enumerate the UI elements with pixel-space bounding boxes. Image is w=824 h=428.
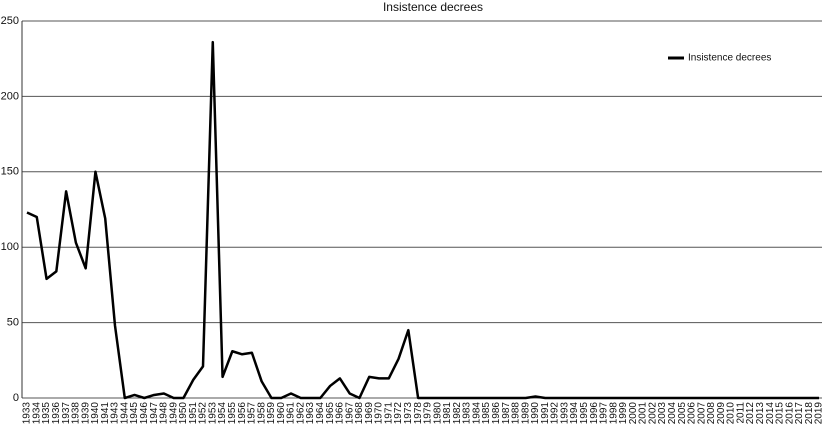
x-tick-label: 1998 xyxy=(608,402,619,425)
x-tick-label: 1934 xyxy=(31,402,42,425)
chart-title: Insistence decrees xyxy=(383,0,483,14)
x-tick-label: 1997 xyxy=(599,402,610,425)
x-tick-label: 1995 xyxy=(579,402,590,425)
x-tick-label: 2010 xyxy=(726,402,737,425)
x-tick-label: 1971 xyxy=(383,402,394,425)
legend-label: Insistence decrees xyxy=(688,53,771,64)
x-tick-label: 1978 xyxy=(413,402,424,425)
x-tick-label: 1990 xyxy=(530,402,541,425)
x-tick-label: 2002 xyxy=(647,402,658,425)
x-tick-label: 1987 xyxy=(501,402,512,425)
x-tick-label: 1973 xyxy=(403,402,414,425)
x-tick-label: 2014 xyxy=(765,402,776,425)
line-series xyxy=(26,40,819,400)
y-tick-label: 200 xyxy=(1,90,19,102)
x-tick-label: 1981 xyxy=(442,402,453,425)
x-tick-label: 1982 xyxy=(452,402,463,425)
x-tick-label: 1946 xyxy=(139,402,150,425)
x-tick-label: 1958 xyxy=(256,402,267,425)
x-tick-label: 1972 xyxy=(393,402,404,425)
x-tick-label: 2013 xyxy=(755,402,766,425)
y-tick-label: 250 xyxy=(1,15,19,27)
x-tick-label: 1963 xyxy=(305,402,316,425)
x-tick-label: 1949 xyxy=(168,402,179,425)
x-tick-label: 1991 xyxy=(540,402,551,425)
x-tick-label: 2016 xyxy=(784,402,795,425)
x-tick-label: 1989 xyxy=(520,402,531,425)
x-tick-label: 2011 xyxy=(735,402,746,424)
y-tick-label: 100 xyxy=(1,241,19,253)
x-tick-label: 1939 xyxy=(80,402,91,425)
x-tick-label: 2019 xyxy=(814,402,824,425)
x-tick-label: 1940 xyxy=(90,402,101,425)
x-tick-label: 1938 xyxy=(71,402,82,425)
x-tick-label: 1950 xyxy=(178,402,189,425)
x-tick-label: 1999 xyxy=(618,402,629,425)
x-tick-label: 1960 xyxy=(276,402,287,425)
x-tick-label: 1986 xyxy=(491,402,502,425)
x-tick-label: 2000 xyxy=(628,402,639,425)
x-tick-label: 1961 xyxy=(286,402,297,425)
x-tick-label: 1954 xyxy=(217,402,228,425)
x-tick-label: 1935 xyxy=(41,402,52,425)
x-tick-label: 1943 xyxy=(110,402,121,425)
x-tick-label: 2008 xyxy=(706,402,717,425)
x-tick-label: 2005 xyxy=(677,402,688,425)
x-tick-label: 1936 xyxy=(51,402,62,425)
x-tick-label: 1968 xyxy=(354,402,365,425)
x-tick-label: 2003 xyxy=(657,402,668,425)
x-tick-label: 2007 xyxy=(696,402,707,425)
x-tick-label: 1992 xyxy=(550,402,561,425)
x-tick-label: 2001 xyxy=(638,402,649,425)
x-tick-label: 1994 xyxy=(569,402,580,425)
x-tick-label: 1944 xyxy=(119,402,130,425)
x-tick-label: 1959 xyxy=(266,402,277,425)
x-tick-label: 1955 xyxy=(227,402,238,425)
x-tick-label: 2015 xyxy=(775,402,786,425)
x-tick-label: 1962 xyxy=(295,402,306,425)
x-tick-label: 1937 xyxy=(61,402,72,425)
x-tick-label: 2006 xyxy=(687,402,698,425)
x-tick-label: 1967 xyxy=(344,402,355,425)
x-tick-label: 1988 xyxy=(511,402,522,425)
x-tick-label: 1983 xyxy=(462,402,473,425)
x-tick-label: 1979 xyxy=(423,402,434,425)
x-tick-label: 1965 xyxy=(325,402,336,425)
x-tick-label: 1948 xyxy=(159,402,170,425)
x-tick-label: 1953 xyxy=(207,402,218,425)
y-tick-label: 50 xyxy=(7,317,19,329)
x-tick-label: 1956 xyxy=(237,402,248,425)
x-tick-label: 2017 xyxy=(794,402,805,425)
x-tick-label: 1966 xyxy=(335,402,346,425)
x-tick-label: 1952 xyxy=(198,402,209,425)
y-tick-label: 150 xyxy=(1,166,19,178)
x-tick-label: 1980 xyxy=(432,402,443,425)
x-tick-label: 1969 xyxy=(364,402,375,425)
x-tick-label: 1964 xyxy=(315,402,326,425)
x-tick-label: 2004 xyxy=(667,402,678,425)
x-tick-label: 2009 xyxy=(716,402,727,425)
x-tick-label: 1951 xyxy=(188,402,199,425)
x-tick-label: 2018 xyxy=(804,402,815,425)
x-tick-label: 1996 xyxy=(589,402,600,425)
x-tick-label: 1957 xyxy=(247,402,258,425)
x-tick-label: 1985 xyxy=(481,402,492,425)
x-tick-label: 1941 xyxy=(100,402,111,425)
x-tick-label: 1970 xyxy=(374,402,385,425)
x-tick-label: 1945 xyxy=(129,402,140,425)
x-tick-label: 1947 xyxy=(149,402,160,425)
x-tick-label: 1984 xyxy=(471,402,482,425)
x-tick-label: 1993 xyxy=(559,402,570,425)
x-tick-label: 1933 xyxy=(22,402,33,425)
x-tick-label: 2012 xyxy=(745,402,756,425)
y-tick-label: 0 xyxy=(13,392,19,404)
